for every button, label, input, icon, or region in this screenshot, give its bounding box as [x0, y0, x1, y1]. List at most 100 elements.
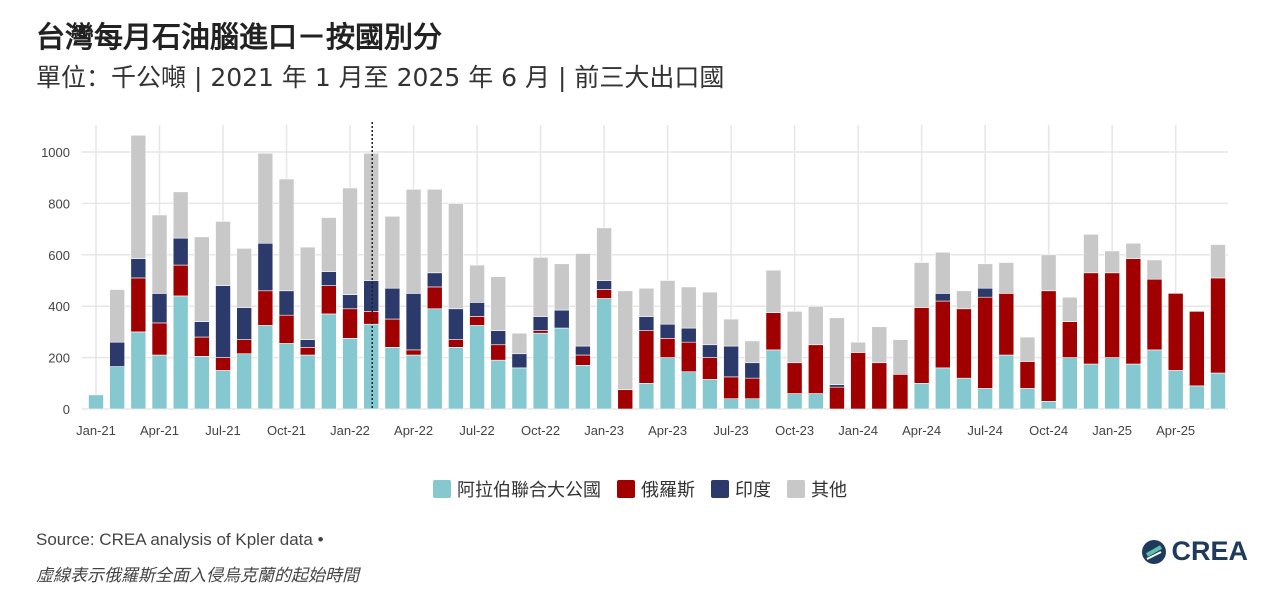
bar-segment — [659, 323, 676, 339]
bar-segment — [532, 332, 549, 410]
x-tick-label: Oct-23 — [775, 423, 814, 438]
bar-segment — [1210, 372, 1226, 410]
bar-segment — [723, 398, 739, 410]
bar-segment — [575, 365, 591, 410]
bar-segment — [638, 287, 655, 317]
bar-segment — [786, 362, 803, 394]
bar-segment — [109, 366, 125, 410]
bar-segment — [236, 353, 252, 410]
bar-segment — [680, 371, 697, 410]
bar-segment — [490, 344, 507, 361]
bar-segment — [194, 336, 210, 357]
bar-segment — [702, 344, 718, 358]
legend-label: 其他 — [811, 480, 847, 501]
bar-segment — [617, 389, 634, 410]
bar-segment — [617, 290, 634, 391]
bar-segment — [405, 293, 422, 351]
bar-segment — [1040, 254, 1057, 292]
crea-logo-icon — [1142, 539, 1167, 564]
legend-swatch — [787, 480, 805, 498]
bar-segment — [723, 345, 739, 378]
bar-segment — [384, 215, 401, 289]
x-tick-label: Apr-21 — [140, 423, 179, 438]
bar-segment — [236, 248, 252, 308]
bar-segment — [956, 308, 972, 379]
bar-segment — [575, 345, 591, 356]
legend-label: 俄羅斯 — [641, 480, 695, 501]
bar-segment — [807, 393, 824, 410]
bar-segment — [553, 263, 570, 311]
bar-segment — [977, 287, 993, 298]
x-tick-label: Apr-22 — [394, 423, 433, 438]
bar-segment — [490, 330, 507, 346]
x-tick-label: Jan-22 — [330, 423, 370, 438]
bar-segment — [850, 352, 866, 410]
bar-segment — [871, 362, 888, 410]
y-tick-label: 600 — [48, 248, 70, 263]
x-tick-label: Jul-22 — [459, 423, 494, 438]
x-tick-label: Jan-24 — [838, 423, 878, 438]
bar-segment — [236, 307, 252, 340]
y-tick-label: 400 — [48, 299, 70, 314]
bar-segment — [215, 370, 231, 410]
bar-segment — [829, 317, 845, 385]
bar-segment — [1146, 259, 1163, 280]
annotation-note: 虛線表示俄羅斯全面入侵烏克蘭的起始時間 — [36, 566, 359, 586]
bar-segment — [130, 331, 147, 410]
bar-segment — [723, 376, 739, 400]
bar-segment — [342, 187, 358, 295]
bar-segment — [1062, 296, 1078, 322]
x-tick-label: Jul-24 — [967, 423, 1002, 438]
crea-logo-text: CREA — [1171, 536, 1248, 566]
bar-segment — [998, 293, 1015, 356]
crea-logo: CREA — [1141, 536, 1248, 567]
bar-segment — [172, 264, 189, 297]
bar-segment — [321, 271, 337, 286]
bar-segment — [1040, 400, 1057, 410]
bar-segment — [299, 354, 316, 410]
legend-swatch — [617, 480, 635, 498]
bar-segment — [659, 280, 676, 325]
legend-swatch — [711, 480, 729, 498]
bar-segment — [765, 269, 782, 313]
legend-item: 俄羅斯 — [617, 476, 695, 502]
bar-segment — [702, 291, 718, 346]
bar-segment — [575, 253, 591, 347]
chart-title: 台灣每月石油腦進口－按國別分 — [36, 20, 443, 54]
bar-segment — [363, 280, 380, 312]
bar-segment — [321, 313, 337, 410]
stacked-bar-chart: 0 200 400 600 800 1000 Jan-21 Apr-21 Jul-21 Oct-2… — [41, 122, 1228, 438]
bar-segment — [702, 379, 718, 410]
legend-label: 阿拉伯聯合大公國 — [457, 480, 601, 501]
bar-segment — [469, 325, 485, 410]
bar-segment — [405, 354, 422, 410]
bar-segment — [109, 341, 125, 367]
bar-segment — [829, 384, 845, 388]
bar-segment — [151, 322, 168, 356]
legend-swatch — [433, 480, 451, 498]
x-tick-label: Apr-23 — [648, 423, 687, 438]
bar-segment — [659, 357, 676, 410]
bar-segment — [1019, 388, 1036, 410]
bar-segment — [532, 257, 549, 317]
bar-segment — [1125, 258, 1142, 365]
bar-segment — [426, 308, 443, 410]
bar-segment — [172, 295, 189, 410]
bar-segment — [363, 323, 380, 410]
bar-segment — [363, 152, 380, 281]
x-tick-label: Oct-21 — [267, 423, 306, 438]
bar-segment — [1104, 272, 1120, 358]
bar-segment — [934, 367, 951, 410]
bar-segment — [532, 316, 549, 331]
bar-segment — [765, 312, 782, 351]
bar-segment — [278, 343, 295, 410]
bar-segment — [130, 277, 147, 333]
bar-segment — [511, 367, 528, 410]
bar-segment — [469, 316, 485, 326]
bar-segment — [998, 262, 1015, 294]
chart-subtitle: 單位：千公噸 | 2021 年 1 月至 2025 年 6 月 | 前三大出口國 — [36, 63, 725, 92]
bar-segment — [680, 286, 697, 329]
bar-segment — [448, 339, 464, 348]
bar-segment — [638, 316, 655, 331]
bar-segment — [1146, 349, 1163, 410]
